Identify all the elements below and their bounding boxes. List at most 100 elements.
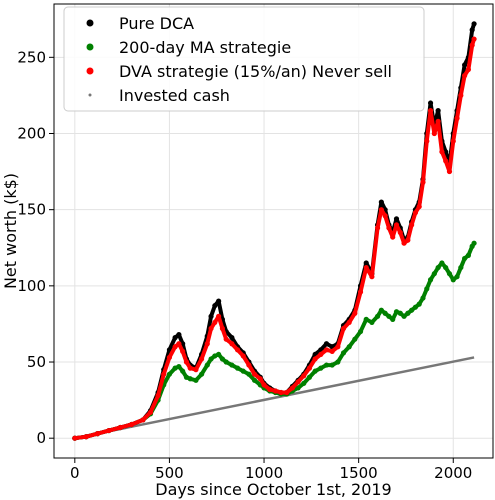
point-200-day-ma-strategie [301, 380, 307, 386]
point-pure-dca [462, 62, 468, 68]
point-dva-strategie-15-an-never-sell [346, 319, 352, 326]
point-200-day-ma-strategie [446, 271, 453, 277]
point-dva-strategie-15-an-never-sell [462, 73, 468, 79]
point-200-day-ma-strategie [465, 252, 472, 258]
point-dva-strategie-15-an-never-sell [435, 118, 441, 124]
point-dva-strategie-15-an-never-sell [471, 36, 477, 42]
point-pure-dca [427, 100, 434, 106]
x-tick-label: 0 [70, 464, 80, 482]
point-dva-strategie-15-an-never-sell [289, 385, 296, 391]
point-200-day-ma-strategie [363, 316, 369, 322]
point-200-day-ma-strategie [234, 365, 241, 371]
point-200-day-ma-strategie [204, 362, 210, 368]
point-pure-dca [378, 199, 384, 205]
point-200-day-ma-strategie [357, 328, 364, 335]
point-dva-strategie-15-an-never-sell [234, 347, 241, 353]
point-pure-dca [435, 108, 441, 114]
point-dva-strategie-15-an-never-sell [128, 421, 135, 428]
point-200-day-ma-strategie [424, 286, 430, 292]
point-200-day-ma-strategie [229, 362, 235, 368]
point-dva-strategie-15-an-never-sell [272, 388, 278, 394]
point-dva-strategie-15-an-never-sell [443, 158, 449, 164]
point-dva-strategie-15-an-never-sell [458, 92, 464, 99]
point-200-day-ma-strategie [193, 377, 199, 383]
point-dva-strategie-15-an-never-sell [229, 341, 235, 347]
point-200-day-ma-strategie [390, 316, 396, 322]
point-pure-dca [323, 341, 330, 347]
point-200-day-ma-strategie [405, 310, 411, 316]
point-200-day-ma-strategie [251, 377, 258, 383]
point-200-day-ma-strategie [166, 371, 173, 377]
point-dva-strategie-15-an-never-sell [390, 234, 396, 240]
point-dva-strategie-15-an-never-sell [219, 325, 226, 332]
point-pure-dca [363, 260, 369, 266]
ticks: 0 500 1000 1500 2000 0 50 100 150 200 250 [17, 48, 472, 482]
point-200-day-ma-strategie [323, 362, 330, 368]
series-line-invested-cash [74, 356, 475, 440]
legend: Pure DCA 200-day MA strategie DVA strategi… [63, 6, 425, 112]
point-200-day-ma-strategie [416, 301, 422, 307]
plot-frame [53, 3, 494, 459]
series-path-200-day-ma-strategie [72, 241, 477, 441]
point-200-day-ma-strategie [471, 240, 477, 246]
point-200-day-ma-strategie [435, 264, 441, 271]
legend-label: DVA strategie (15%/an) Never sell [119, 62, 392, 81]
point-200-day-ma-strategie [462, 255, 468, 262]
legend-label: Pure DCA [119, 14, 194, 33]
point-pure-dca [471, 21, 477, 27]
point-dva-strategie-15-an-never-sell [318, 351, 324, 358]
legend-box [63, 6, 425, 112]
point-dva-strategie-15-an-never-sell [405, 237, 411, 243]
point-dva-strategie-15-an-never-sell [301, 373, 307, 379]
point-200-day-ma-strategie [318, 365, 324, 371]
point-dva-strategie-15-an-never-sell [198, 356, 205, 362]
point-200-day-ma-strategie [219, 356, 226, 362]
point-dva-strategie-15-an-never-sell [427, 108, 434, 114]
point-dva-strategie-15-an-never-sell [261, 382, 267, 388]
point-dva-strategie-15-an-never-sell [140, 417, 146, 423]
legend-marker [86, 67, 94, 75]
point-dva-strategie-15-an-never-sell [393, 222, 400, 228]
point-200-day-ma-strategie [208, 356, 214, 362]
point-dva-strategie-15-an-never-sell [187, 365, 193, 371]
point-pure-dca [393, 216, 400, 222]
point-dva-strategie-15-an-never-sell [155, 392, 161, 399]
point-200-day-ma-strategie [412, 304, 419, 310]
y-tick-label: 50 [27, 353, 46, 371]
point-200-day-ma-strategie [382, 310, 388, 316]
point-dva-strategie-15-an-never-sell [216, 313, 222, 319]
point-200-day-ma-strategie [246, 371, 252, 377]
point-200-day-ma-strategie [306, 374, 313, 380]
point-200-day-ma-strategie [329, 362, 335, 368]
point-dva-strategie-15-an-never-sell [439, 149, 445, 155]
point-dva-strategie-15-an-never-sell [267, 386, 273, 393]
point-dva-strategie-15-an-never-sell [465, 66, 472, 73]
point-dva-strategie-15-an-never-sell [183, 359, 190, 365]
point-dva-strategie-15-an-never-sell [363, 264, 369, 271]
point-dva-strategie-15-an-never-sell [172, 344, 178, 350]
point-dva-strategie-15-an-never-sell [278, 389, 284, 396]
x-tick-label: 2000 [434, 464, 472, 482]
point-200-day-ma-strategie [458, 264, 464, 271]
y-axis-label: Net worth (k$) [1, 173, 20, 289]
point-dva-strategie-15-an-never-sell [409, 222, 415, 228]
point-dva-strategie-15-an-never-sell [106, 427, 112, 434]
point-pure-dca [212, 303, 218, 309]
point-200-day-ma-strategie [454, 274, 460, 280]
point-dva-strategie-15-an-never-sell [240, 353, 246, 359]
point-dva-strategie-15-an-never-sell [397, 229, 403, 236]
point-dva-strategie-15-an-never-sell [284, 389, 290, 396]
point-dva-strategie-15-an-never-sell [147, 409, 154, 415]
legend-label: Invested cash [119, 86, 230, 105]
point-200-day-ma-strategie [216, 351, 222, 358]
point-pure-dca [229, 335, 235, 341]
point-dva-strategie-15-an-never-sell [420, 179, 426, 185]
point-dva-strategie-15-an-never-sell [312, 356, 318, 362]
point-dva-strategie-15-an-never-sell [306, 365, 313, 371]
y-tick-label: 200 [17, 124, 46, 142]
point-200-day-ma-strategie [240, 368, 246, 374]
point-200-day-ma-strategie [443, 264, 449, 271]
point-dva-strategie-15-an-never-sell [176, 341, 182, 347]
point-dva-strategie-15-an-never-sell [369, 274, 375, 280]
